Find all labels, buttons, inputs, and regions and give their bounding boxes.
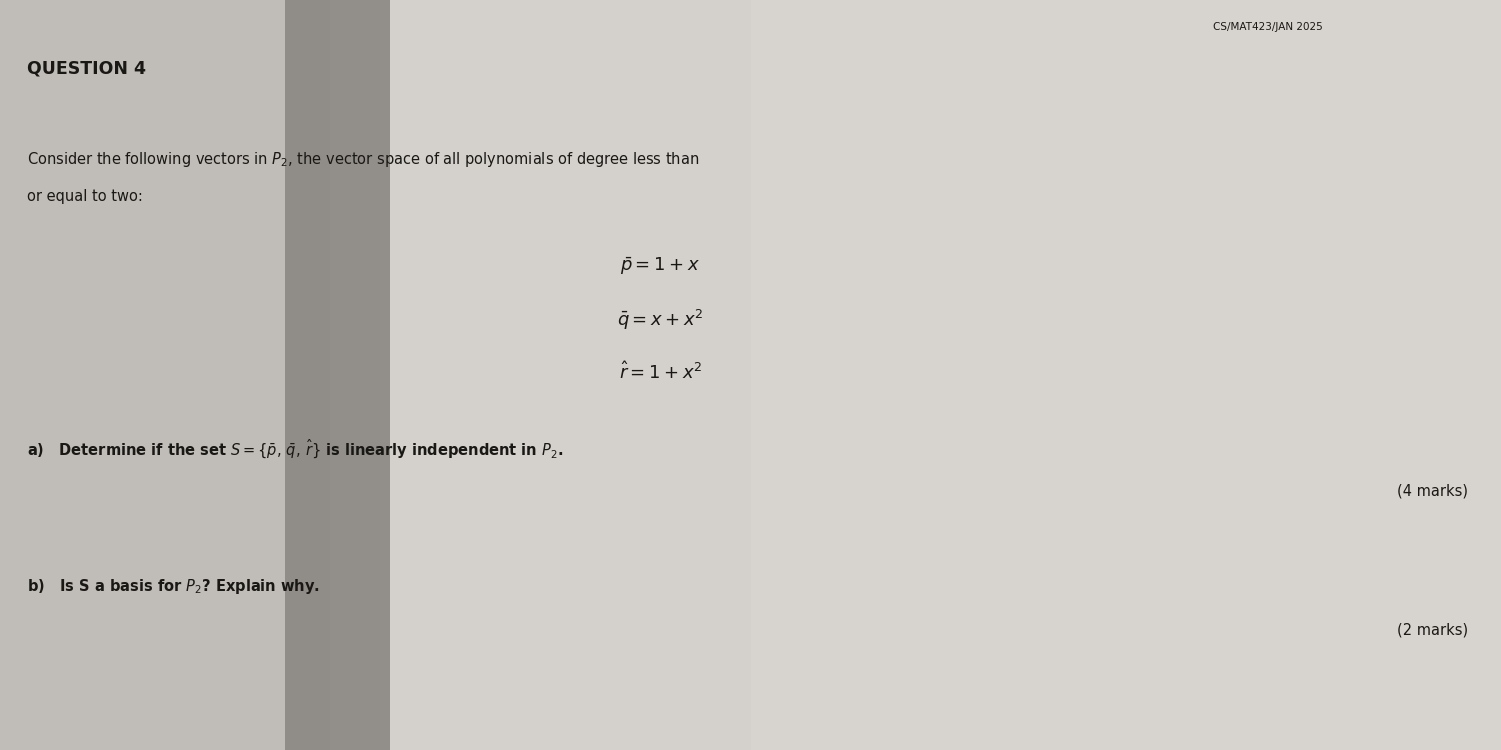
- Text: Consider the following vectors in $P_2$, the vector space of all polynomials of : Consider the following vectors in $P_2$,…: [27, 150, 699, 169]
- FancyBboxPatch shape: [390, 0, 1501, 750]
- Text: (4 marks): (4 marks): [1397, 484, 1468, 499]
- FancyBboxPatch shape: [0, 0, 330, 750]
- Text: QUESTION 4: QUESTION 4: [27, 60, 146, 78]
- Text: or equal to two:: or equal to two:: [27, 189, 143, 204]
- Text: CS/MAT423/JAN 2025: CS/MAT423/JAN 2025: [1213, 22, 1324, 32]
- FancyBboxPatch shape: [285, 0, 390, 750]
- Text: (2 marks): (2 marks): [1397, 622, 1468, 638]
- Text: $\bar{p} = 1 + x$: $\bar{p} = 1 + x$: [620, 255, 701, 277]
- Text: b)   Is S a basis for $P_2$? Explain why.: b) Is S a basis for $P_2$? Explain why.: [27, 578, 320, 596]
- Text: $\bar{q} = x + x^2$: $\bar{q} = x + x^2$: [617, 308, 704, 332]
- Text: $\hat{r} = 1 + x^2$: $\hat{r} = 1 + x^2$: [618, 362, 702, 383]
- FancyBboxPatch shape: [750, 0, 1501, 750]
- Text: a)   Determine if the set $S = \{\bar{p},\, \bar{q},\, \hat{r}\}$ is linearly in: a) Determine if the set $S = \{\bar{p},\…: [27, 439, 563, 461]
